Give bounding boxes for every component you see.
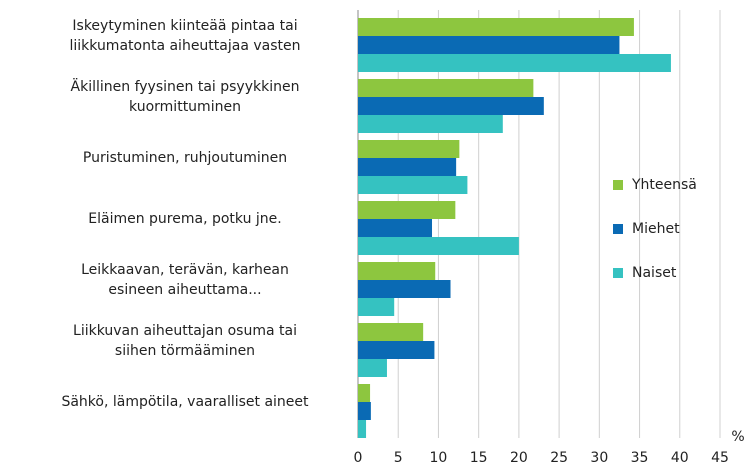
bar <box>358 140 460 158</box>
category-label: Liikkuvan aiheuttajan osuma tai <box>73 323 297 339</box>
x-tick-label: 20 <box>510 450 528 466</box>
bar <box>358 115 503 133</box>
category-label: liikkumatonta aiheuttajaa vasten <box>69 38 300 54</box>
legend-swatch <box>613 268 623 278</box>
category-label: Iskeytyminen kiinteää pintaa tai <box>72 18 297 34</box>
bar <box>358 384 371 402</box>
bar <box>358 237 519 255</box>
legend-label: Miehet <box>632 221 680 237</box>
x-tick-label: 25 <box>550 450 568 466</box>
x-tick-label: 15 <box>470 450 488 466</box>
bar <box>358 219 433 237</box>
bar <box>358 201 456 219</box>
bar <box>358 262 436 280</box>
bar <box>358 280 451 298</box>
x-tick-label: 5 <box>394 450 403 466</box>
legend-swatch <box>613 180 623 190</box>
category-label: esineen aiheuttama... <box>108 282 261 298</box>
category-label: Sähkö, lämpötila, vaaralliset aineet <box>61 394 309 410</box>
x-tick-label: 0 <box>354 450 363 466</box>
bar <box>358 79 534 97</box>
bar <box>358 176 468 194</box>
x-axis-label: % <box>731 429 744 445</box>
x-tick-label: 40 <box>671 450 689 466</box>
category-label: kuormittuminen <box>129 99 241 115</box>
bar <box>358 18 634 36</box>
bar <box>358 402 371 420</box>
bar <box>358 359 387 377</box>
bar <box>358 341 435 359</box>
bar <box>358 158 457 176</box>
x-tick-label: 35 <box>631 450 649 466</box>
x-tick-label: 45 <box>711 450 729 466</box>
legend-label: Yhteensä <box>631 177 697 193</box>
legend-swatch <box>613 224 623 234</box>
bar <box>358 298 395 316</box>
legend-label: Naiset <box>632 265 677 281</box>
x-tick-label: 10 <box>430 450 448 466</box>
bar <box>358 323 424 341</box>
bar <box>358 420 367 438</box>
category-label: siihen törmääminen <box>115 343 255 359</box>
category-label: Äkillinen fyysinen tai psyykkinen <box>71 77 300 95</box>
bar <box>358 36 620 54</box>
x-tick-label: 30 <box>590 450 608 466</box>
bar <box>358 97 544 115</box>
category-label: Puristuminen, ruhjoutuminen <box>83 150 287 166</box>
category-label: Leikkaavan, terävän, karhean <box>81 262 289 278</box>
bar <box>358 54 671 72</box>
category-label: Eläimen purema, potku jne. <box>88 211 281 227</box>
